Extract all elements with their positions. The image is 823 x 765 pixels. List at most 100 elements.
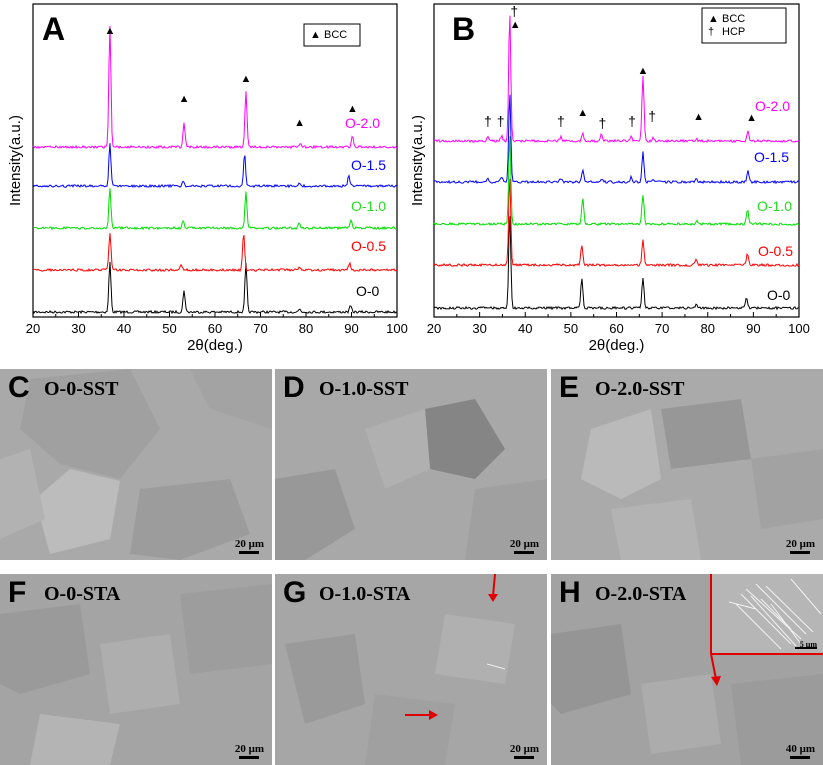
- legend-symbol: †: [708, 26, 714, 38]
- grain-structure: [275, 399, 547, 560]
- inset-scale-label: 5 μm: [799, 640, 817, 649]
- scale-bar: 40 μm: [786, 744, 815, 759]
- bcc-marker: ▲: [294, 117, 305, 129]
- micrograph-g: G O-1.0-STA 20 μm: [275, 574, 547, 765]
- scale-bar: 20 μm: [235, 744, 264, 759]
- bcc-marker: ▲: [104, 25, 115, 37]
- micrograph-e: E O-2.0-SST 20 μm: [551, 369, 823, 560]
- panel-label: C: [8, 371, 30, 404]
- panel-label: H: [559, 576, 581, 609]
- xrd-chart-a: 20 30 40 50 60 70 80 90 100 2θ(deg.) Intensity(a.u…: [7, 3, 408, 354]
- precipitate-needles: [728, 578, 822, 650]
- series-label: O-1.5: [754, 149, 789, 165]
- bcc-marker: ▲: [347, 103, 358, 115]
- series-line: [32, 188, 398, 231]
- sample-title: O-0-STA: [44, 583, 121, 605]
- scale-bar: 20 μm: [510, 539, 539, 554]
- series-label: O-0.5: [351, 238, 386, 254]
- panel-label: B: [452, 11, 475, 47]
- y-axis-label: Intensity(a.u.): [412, 115, 426, 206]
- hcp-marker: †: [598, 115, 606, 131]
- x-tick-label: 30: [71, 321, 85, 336]
- scale-line: [239, 551, 260, 554]
- x-tick-label: 100: [788, 321, 810, 336]
- bcc-marker: ▲: [693, 111, 704, 123]
- series-line: [32, 143, 398, 189]
- x-tick-label: 100: [386, 321, 408, 336]
- legend-label: BCC: [722, 13, 745, 25]
- legend-box: [303, 23, 361, 47]
- grain-structure: [0, 584, 272, 765]
- scale-line: [514, 756, 535, 759]
- scale-label: 20 μm: [785, 538, 815, 550]
- hcp-marker: †: [484, 113, 492, 129]
- x-tick-label: 40: [518, 321, 532, 336]
- legend-label: HCP: [722, 26, 745, 38]
- scale-bar: 20 μm: [235, 539, 264, 554]
- x-tick-label: 20: [427, 321, 441, 336]
- series-label: O-0.5: [758, 243, 793, 259]
- arrow: [492, 574, 496, 597]
- x-tick-label: 50: [162, 321, 176, 336]
- sample-title: O-2.0-STA: [595, 583, 687, 605]
- series-label: O-1.0: [757, 198, 792, 214]
- x-axis-label: 2θ(deg.): [589, 337, 645, 354]
- hcp-marker: †: [628, 113, 636, 129]
- panel-label: D: [283, 371, 305, 404]
- grain-structure: [581, 399, 823, 560]
- x-tick-label: 30: [472, 321, 486, 336]
- y-axis-label: Intensity(a.u.): [7, 115, 24, 206]
- grain-structure: [0, 369, 272, 560]
- scale-line: [239, 756, 260, 759]
- scale-bar: 20 μm: [786, 539, 815, 554]
- hcp-marker: †: [510, 3, 518, 19]
- x-tick-label: 80: [701, 321, 715, 336]
- legend-symbol: ▲: [708, 13, 719, 25]
- bcc-marker: ▲: [240, 73, 251, 85]
- grain-structure: [551, 574, 823, 765]
- panel-label: E: [559, 371, 580, 404]
- plot-frame: [433, 3, 800, 318]
- series-line: [433, 136, 800, 227]
- x-tick-label: 60: [609, 321, 623, 336]
- x-tick-label: 20: [26, 321, 40, 336]
- series-label: O-0: [767, 287, 791, 303]
- bcc-marker: ▲: [510, 19, 521, 31]
- sample-title: O-1.0-STA: [319, 583, 411, 605]
- scale-label: 40 μm: [785, 743, 815, 755]
- panel-label: G: [283, 576, 307, 609]
- hcp-marker: †: [648, 108, 656, 124]
- series-label: O-1.0: [351, 198, 386, 214]
- grain-structure: [285, 574, 515, 765]
- sample-title: O-0-SST: [44, 378, 119, 400]
- hcp-marker: †: [497, 113, 505, 129]
- x-tick-label: 70: [655, 321, 669, 336]
- micrograph-d: D O-1.0-SST 20 μm: [275, 369, 547, 560]
- x-axis-label: 2θ(deg.): [187, 337, 243, 354]
- bcc-marker: ▲: [577, 107, 588, 119]
- scale-line: [514, 551, 535, 554]
- scale-label: 20 μm: [509, 743, 539, 755]
- micrograph-c: C O-0-SST 20 μm: [0, 369, 272, 560]
- series-line: [433, 15, 800, 144]
- legend-label: BCC: [324, 29, 347, 41]
- series-line: [433, 178, 800, 268]
- x-tick-label: 40: [117, 321, 131, 336]
- x-tick-label: 90: [344, 321, 358, 336]
- micrograph-f: F O-0-STA 20 μm: [0, 574, 272, 765]
- scale-line: [790, 756, 811, 759]
- scale-label: 20 μm: [509, 538, 539, 550]
- x-tick-label: 70: [253, 321, 267, 336]
- series-line: [433, 216, 800, 311]
- panel-label: F: [8, 576, 27, 609]
- xrd-chart-b: 20 30 40 50 60 70 80 90 100 2θ(deg.) Intensity(a.u…: [412, 3, 810, 354]
- scale-bar: 20 μm: [510, 744, 539, 759]
- scale-line: [790, 551, 811, 554]
- sample-title: O-2.0-SST: [595, 378, 685, 400]
- sample-title: O-1.0-SST: [319, 378, 409, 400]
- micrograph-h: 5 μm H O-2.0-STA 40 μm: [551, 574, 823, 765]
- legend-box: [701, 7, 787, 44]
- arrow: [710, 653, 717, 680]
- legend-symbol: ▲: [310, 29, 321, 41]
- bcc-marker: ▲: [746, 112, 757, 124]
